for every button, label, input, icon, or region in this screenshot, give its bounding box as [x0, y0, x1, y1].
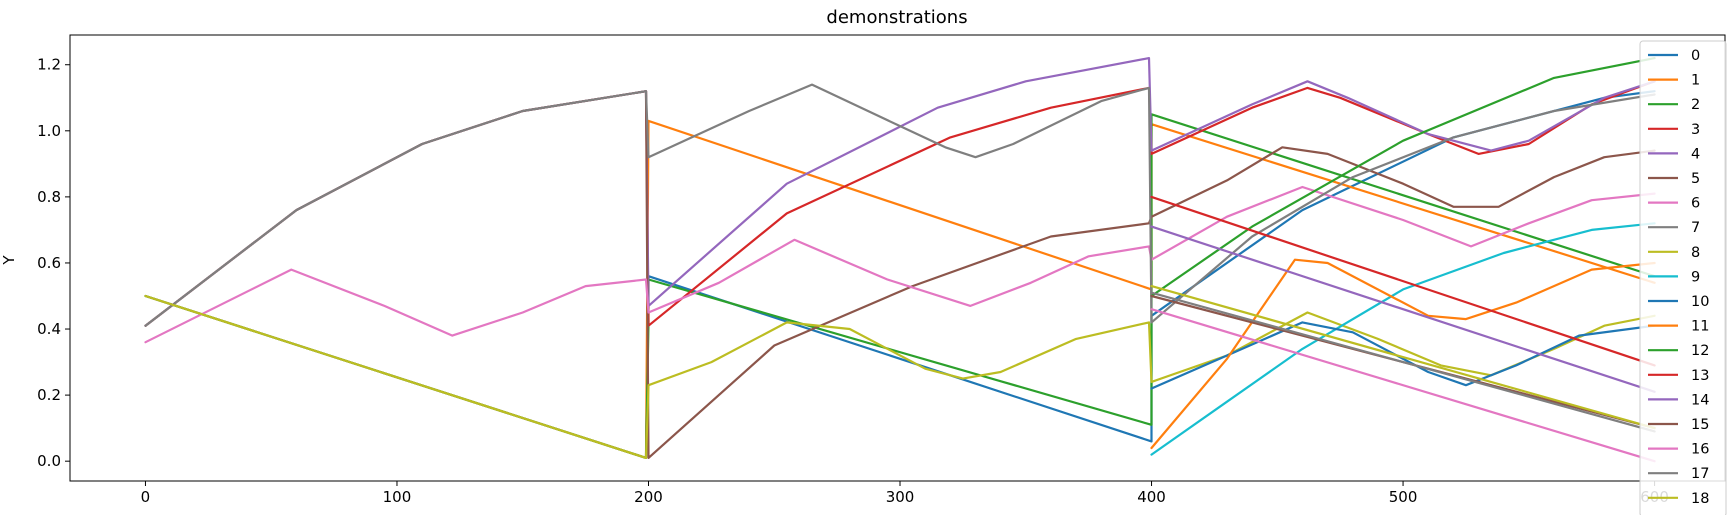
y-axis-label: Y: [0, 255, 18, 266]
series-line-11: [1150, 258, 1656, 450]
legend-label-9: 9: [1691, 269, 1700, 285]
legend-label-17: 17: [1691, 466, 1709, 482]
x-tick-label: 100: [383, 488, 412, 506]
series-line-6: [144, 185, 1656, 344]
series-line-10: [1150, 321, 1656, 390]
legend-label-2: 2: [1691, 97, 1700, 113]
legend-label-4: 4: [1691, 146, 1700, 162]
series-line-16: [1150, 308, 1656, 463]
x-tick-label: 200: [634, 488, 663, 506]
series-line-9: [1150, 222, 1656, 456]
series-line-18: [1150, 285, 1656, 430]
legend-label-6: 6: [1691, 196, 1700, 212]
plot-frame: [69, 34, 1726, 482]
legend-label-12: 12: [1691, 343, 1709, 359]
legend-label-5: 5: [1691, 171, 1700, 187]
series-line-17: [1150, 291, 1656, 433]
y-tick-label: 0.4: [37, 320, 61, 338]
x-tick-label: 0: [141, 488, 151, 506]
legend-label-11: 11: [1691, 319, 1709, 335]
series-line-14: [1150, 225, 1656, 393]
legend-box: [1639, 40, 1727, 515]
y-tick-label: 1.2: [37, 56, 61, 74]
legend-label-14: 14: [1691, 392, 1709, 408]
legend-label-18: 18: [1691, 491, 1709, 507]
series-line-8: [144, 294, 1656, 459]
y-tick-label: 0.2: [37, 386, 61, 404]
series-layer: [144, 57, 1656, 463]
legend-label-13: 13: [1691, 368, 1709, 384]
series-line-2: [144, 113, 1656, 459]
series-line-13: [1150, 195, 1656, 367]
series-line-12: [1150, 57, 1656, 298]
legend-label-8: 8: [1691, 245, 1700, 261]
axes: 01002003004005006000.00.20.40.60.81.01.2: [37, 34, 1726, 506]
legend-label-16: 16: [1691, 442, 1709, 458]
legend-label-0: 0: [1691, 48, 1700, 64]
y-tick-label: 0.0: [37, 452, 61, 470]
series-line-7: [144, 83, 1656, 327]
legend-label-1: 1: [1691, 73, 1700, 89]
y-tick-label: 1.0: [37, 122, 61, 140]
chart-title: demonstrations: [826, 7, 967, 28]
legend-label-3: 3: [1691, 122, 1700, 138]
y-tick-label: 0.6: [37, 254, 61, 272]
series-line-4: [144, 57, 1656, 327]
x-tick-label: 500: [1389, 488, 1418, 506]
legend-label-7: 7: [1691, 220, 1700, 236]
y-tick-label: 0.8: [37, 188, 61, 206]
x-tick-label: 400: [1137, 488, 1166, 506]
x-tick-label: 300: [886, 488, 915, 506]
legend-label-10: 10: [1691, 294, 1709, 310]
legend-label-15: 15: [1691, 417, 1709, 433]
